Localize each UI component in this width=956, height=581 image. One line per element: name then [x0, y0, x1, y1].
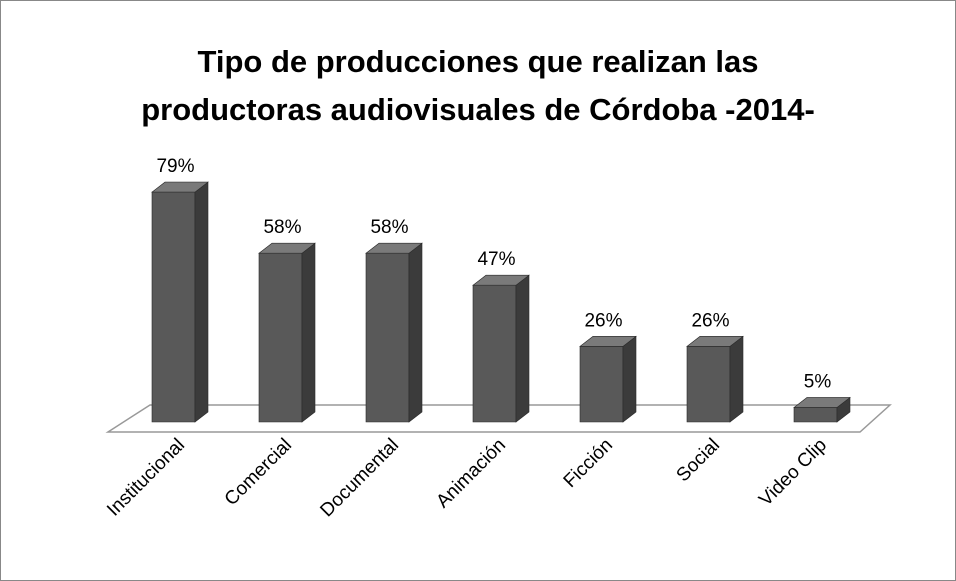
bar [793, 396, 851, 423]
bar-front [472, 284, 517, 423]
bar-top [686, 336, 744, 347]
value-label: 26% [584, 310, 622, 331]
value-label: 58% [263, 217, 301, 238]
bar-side [194, 181, 209, 423]
bar [151, 181, 209, 423]
bar-top [365, 242, 423, 254]
value-label: 58% [370, 217, 408, 238]
bar-side [515, 274, 530, 423]
bar-top [151, 181, 209, 193]
bar-side [408, 242, 423, 423]
bar [579, 335, 637, 423]
bar-top [793, 397, 851, 408]
bar-front [793, 407, 838, 423]
bar-top [579, 336, 637, 347]
bar-front [258, 252, 303, 423]
bar-side [622, 335, 637, 423]
bar [258, 242, 316, 423]
bar [686, 335, 744, 423]
bar [365, 242, 423, 423]
value-label: 26% [691, 310, 729, 331]
chart-title: productoras audiovisuales de Córdoba -20… [141, 92, 815, 127]
chart-title: Tipo de producciones que realizan las [197, 44, 758, 79]
bar-front [365, 252, 410, 423]
bar-side [301, 242, 316, 423]
bar-top [472, 274, 530, 286]
bar-top [258, 242, 316, 254]
value-label: 5% [804, 371, 832, 392]
bar-front [686, 346, 731, 423]
bar [472, 274, 530, 423]
value-label: 79% [156, 156, 194, 177]
bar-front [151, 191, 196, 423]
bar-side [729, 335, 744, 423]
bar-front [579, 346, 624, 423]
value-label: 47% [477, 249, 515, 270]
